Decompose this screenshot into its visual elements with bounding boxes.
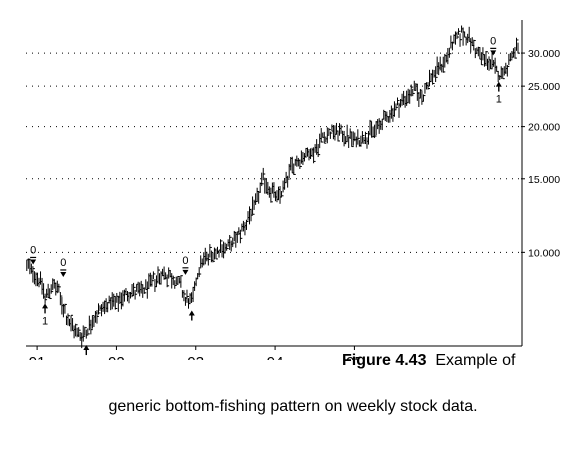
marker-label: 0 bbox=[30, 244, 36, 256]
marker-label: 1 bbox=[496, 94, 502, 106]
x-tick-label: 94 bbox=[267, 354, 284, 360]
buy-arrow-icon bbox=[83, 345, 90, 351]
x-tick-label: 95 bbox=[346, 354, 363, 360]
buy-arrow-icon bbox=[495, 81, 502, 87]
x-tick-label: 93 bbox=[187, 354, 204, 360]
sell-arrow-icon bbox=[182, 269, 189, 275]
figure-label: Figure 4.43 bbox=[342, 352, 427, 369]
x-axis-ticks: 91 92 93 94 95 bbox=[29, 346, 363, 360]
sell-arrow-icon bbox=[30, 259, 37, 265]
y-tick-label: 10.000 bbox=[528, 247, 560, 259]
x-tick-label: 91 bbox=[29, 354, 46, 360]
price-bars bbox=[26, 25, 521, 349]
gridlines bbox=[26, 52, 521, 253]
y-tick-label: 25.000 bbox=[528, 81, 560, 93]
buy-arrow-icon bbox=[188, 310, 195, 316]
marker-label: 0 bbox=[182, 255, 188, 267]
figure-caption-line2: generic bottom-fishing pattern on weekly… bbox=[108, 398, 478, 415]
stock-price-chart: 0 1 0 0 0 1 30.000 25.000 20.000 15.000 10.000 91… bbox=[26, 20, 560, 360]
y-tick-label: 15.000 bbox=[528, 174, 560, 186]
caption-text-1: Example of bbox=[435, 352, 516, 369]
marker-label: 0 bbox=[490, 35, 496, 47]
pattern-markers: 0 1 0 0 0 1 bbox=[30, 35, 502, 356]
buy-arrow-icon bbox=[42, 303, 49, 309]
sell-arrow-icon bbox=[60, 271, 67, 277]
marker-label: 0 bbox=[60, 257, 66, 269]
x-tick-label: 92 bbox=[108, 354, 125, 360]
figure-caption-line1: Figure 4.43 Example of bbox=[342, 352, 515, 370]
y-tick-label: 30.000 bbox=[528, 48, 560, 60]
y-axis-ticks: 30.000 25.000 20.000 15.000 10.000 bbox=[521, 48, 560, 259]
marker-label: 1 bbox=[42, 315, 48, 327]
sell-arrow-icon bbox=[490, 50, 497, 56]
y-tick-label: 20.000 bbox=[528, 122, 560, 134]
